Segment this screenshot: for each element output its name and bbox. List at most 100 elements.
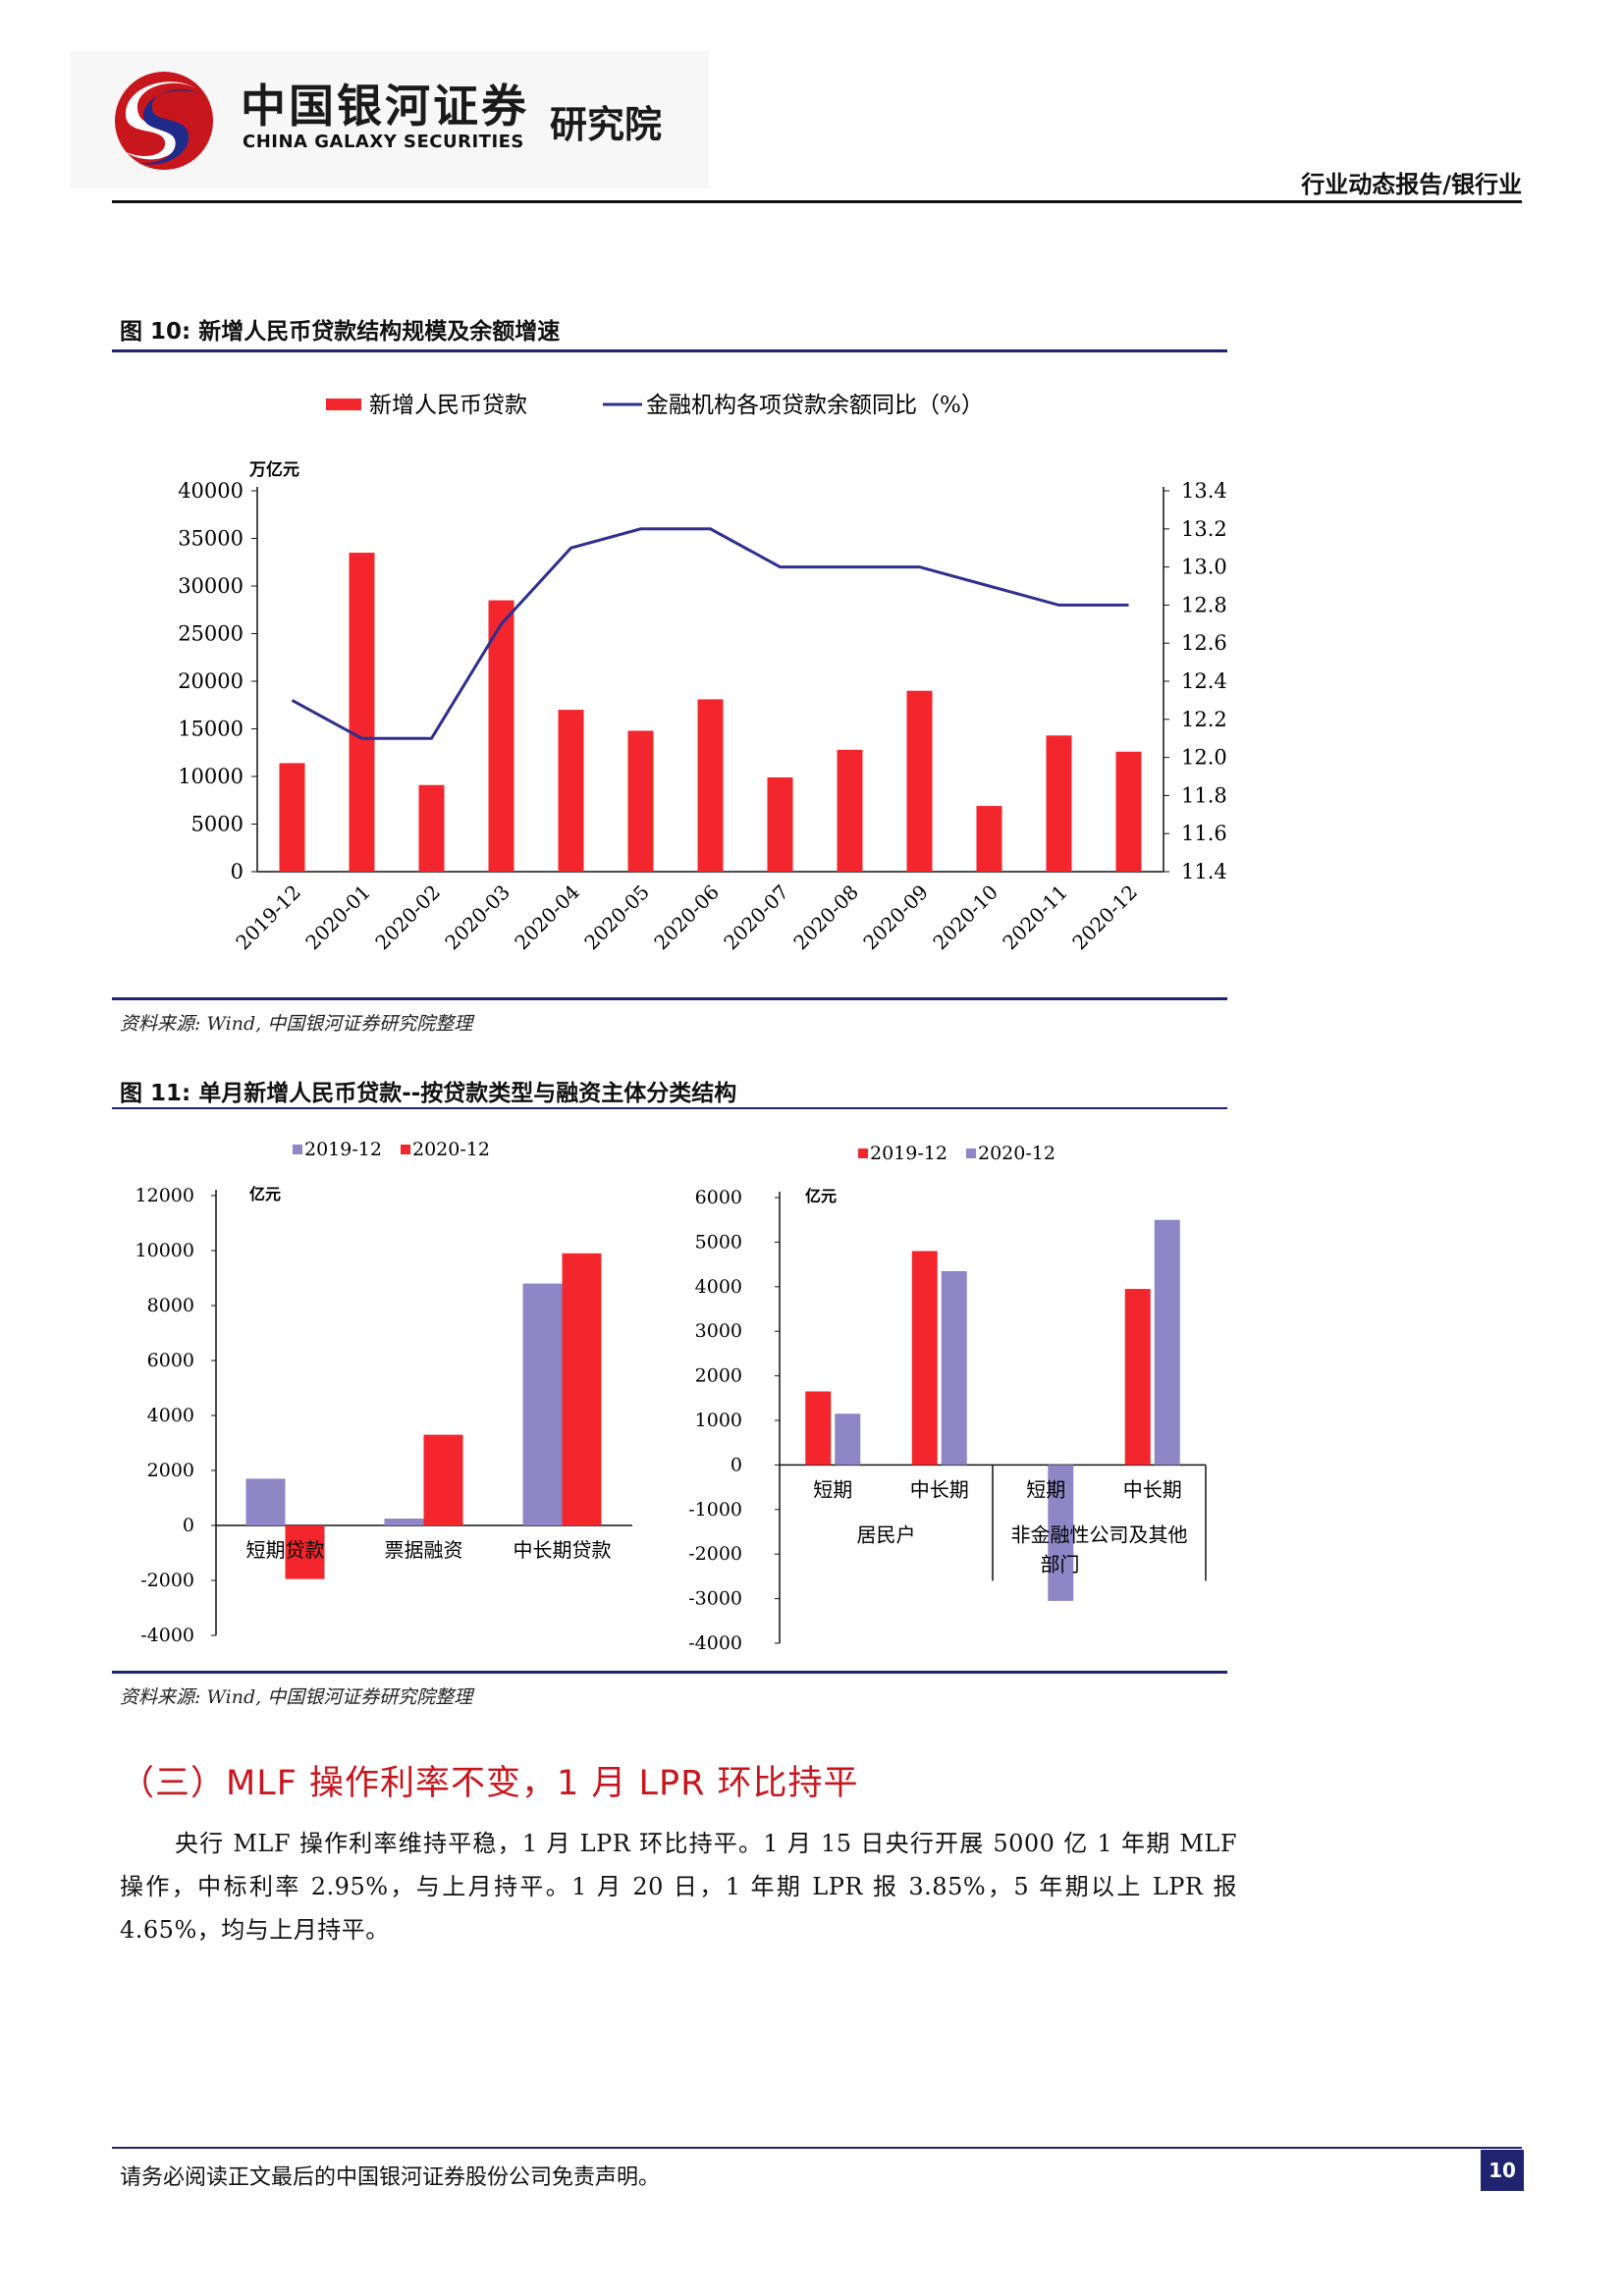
legend-swatch — [401, 1145, 410, 1154]
galaxy-logo-icon — [115, 72, 213, 170]
legend-label-line: 金融机构各项贷款余额同比（%） — [646, 393, 984, 418]
bar-2020-12 — [562, 1253, 602, 1525]
footer-divider — [112, 2147, 1522, 2149]
y-left-tick-label: 40000 — [178, 479, 244, 503]
y-tick-label: -4000 — [688, 1632, 742, 1654]
y-unit-label: 亿元 — [805, 1187, 837, 1205]
x-tick-label: 2020-02 — [370, 881, 445, 955]
figure-10-top-rule — [112, 349, 1227, 352]
bar-new-loans — [906, 690, 933, 872]
y-left-tick-label: 15000 — [178, 718, 244, 741]
y-tick-label: 4000 — [147, 1405, 194, 1426]
bar-2019-12 — [522, 1283, 563, 1525]
bar-2019-12 — [1124, 1289, 1151, 1466]
legend-label: 2019-12 — [304, 1139, 382, 1160]
x-tick-label: 2020-06 — [649, 881, 724, 955]
bar-new-loans — [697, 699, 724, 872]
bar-2019-12 — [911, 1251, 938, 1466]
chart-loan-type: -4000 -2000 0 2000 4000 6000 8000 10000 12000 亿元短… — [135, 1139, 632, 1646]
y-tick-label: 2000 — [695, 1365, 742, 1387]
y-tick-label: 6000 — [147, 1350, 194, 1371]
x-tick-label: 2020-07 — [719, 881, 793, 955]
bar-new-loans — [558, 710, 584, 872]
y-left-tick-label: 10000 — [178, 765, 244, 788]
group-label-wrap: 部门 — [1041, 1552, 1080, 1575]
bar-new-loans — [767, 776, 793, 872]
bar-new-loans — [627, 730, 654, 872]
bar-new-loans — [418, 784, 445, 872]
bar-2020-12 — [285, 1525, 325, 1579]
y-tick-label: -2000 — [140, 1570, 194, 1591]
y-tick-label: 0 — [183, 1515, 194, 1536]
y-tick-label: -4000 — [140, 1625, 194, 1646]
y-tick-label: 8000 — [147, 1295, 194, 1316]
section-heading: （三）MLF 操作利率不变，1 月 LPR 环比持平 — [120, 1764, 859, 1803]
x-tick-label: 短期 — [813, 1477, 852, 1501]
bar-2019-12 — [245, 1478, 286, 1525]
x-tick-label: 中长期贷款 — [514, 1538, 612, 1562]
y-right-tick-label: 13.2 — [1181, 517, 1227, 541]
y-tick-label: 6000 — [695, 1187, 742, 1208]
line-loan-growth — [291, 527, 1129, 740]
y-left-tick-label: 25000 — [178, 622, 244, 646]
group-label: 居民户 — [857, 1522, 916, 1546]
x-tick-label: 2020-11 — [998, 881, 1072, 955]
y-tick-label: 1000 — [695, 1410, 742, 1431]
x-tick-label: 2020-10 — [928, 881, 1002, 955]
bar-2020-12 — [1154, 1219, 1180, 1466]
x-tick-label: 2020-04 — [510, 881, 584, 955]
chart-borrower-type: -4000 -3000 -2000 -1000 0 1000 2000 3000 4000 500… — [688, 1143, 1207, 1654]
bar-2020-12 — [1048, 1465, 1074, 1601]
y-right-tick-label: 13.0 — [1181, 556, 1227, 579]
y-tick-label: -1000 — [688, 1499, 742, 1521]
brand-institute: 研究院 — [550, 103, 663, 146]
bar-2019-12 — [384, 1519, 424, 1525]
bar-new-loans — [349, 553, 375, 872]
footer-disclaimer: 请务必阅读正文最后的中国银河证券股份公司免责声明。 — [120, 2165, 661, 2190]
bar-new-loans — [976, 806, 1002, 872]
header-divider — [112, 200, 1522, 203]
x-tick-label: 中长期 — [910, 1477, 969, 1501]
y-right-tick-label: 11.4 — [1181, 860, 1227, 883]
figure-10-bottom-rule — [112, 997, 1227, 1000]
x-tick-label: 2020-05 — [579, 881, 654, 955]
y-left-tick-label: 35000 — [178, 527, 244, 551]
x-tick-label: 短期 — [1026, 1477, 1065, 1501]
y-left-unit-label: 万亿元 — [248, 459, 299, 480]
y-right-tick-label: 12.2 — [1181, 708, 1227, 731]
bar-new-loans — [1046, 735, 1072, 872]
group-label: 非金融性公司及其他 — [1011, 1522, 1188, 1546]
legend-label-bar: 新增人民币贷款 — [369, 393, 527, 418]
y-tick-label: 3000 — [695, 1320, 742, 1342]
figure-11-top-rule — [112, 1107, 1227, 1109]
header-logo-area — [71, 51, 709, 188]
x-tick-label: 2019-12 — [231, 881, 305, 955]
y-left-tick-label: 20000 — [178, 669, 244, 693]
y-unit-label: 亿元 — [249, 1185, 281, 1203]
legend-label: 2019-12 — [870, 1143, 947, 1164]
y-left-tick-label: 5000 — [191, 813, 244, 836]
y-tick-label: -3000 — [688, 1588, 742, 1610]
figure-10-title: 图 10: 新增人民币贷款结构规模及余额增速 — [120, 319, 561, 345]
y-right-tick-label: 13.4 — [1181, 479, 1227, 503]
bar-new-loans — [837, 749, 863, 872]
legend-swatch — [293, 1145, 302, 1154]
figure-11-bottom-rule — [112, 1671, 1227, 1674]
x-tick-label: 2020-08 — [788, 881, 863, 955]
x-tick-label: 2020-01 — [300, 881, 375, 955]
page-number: 10 — [1481, 2150, 1524, 2191]
x-tick-label: 2020-12 — [1067, 881, 1142, 955]
brand-name-cn: 中国银河证券 — [241, 80, 529, 133]
legend-swatch-bar — [326, 399, 361, 410]
x-tick-label: 2020-03 — [440, 881, 514, 955]
y-tick-label: 2000 — [147, 1460, 194, 1481]
bar-new-loans — [1115, 751, 1142, 872]
y-right-tick-label: 11.8 — [1181, 783, 1227, 807]
x-tick-label: 短期贷款 — [246, 1538, 325, 1562]
x-tick-label: 2020-09 — [858, 881, 933, 955]
y-tick-label: 0 — [731, 1454, 742, 1475]
legend-label: 2020-12 — [412, 1139, 490, 1160]
figure-11-title: 图 11: 单月新增人民币贷款--按贷款类型与融资主体分类结构 — [120, 1081, 737, 1106]
bar-new-loans — [488, 600, 514, 872]
y-right-tick-label: 12.6 — [1181, 631, 1227, 655]
